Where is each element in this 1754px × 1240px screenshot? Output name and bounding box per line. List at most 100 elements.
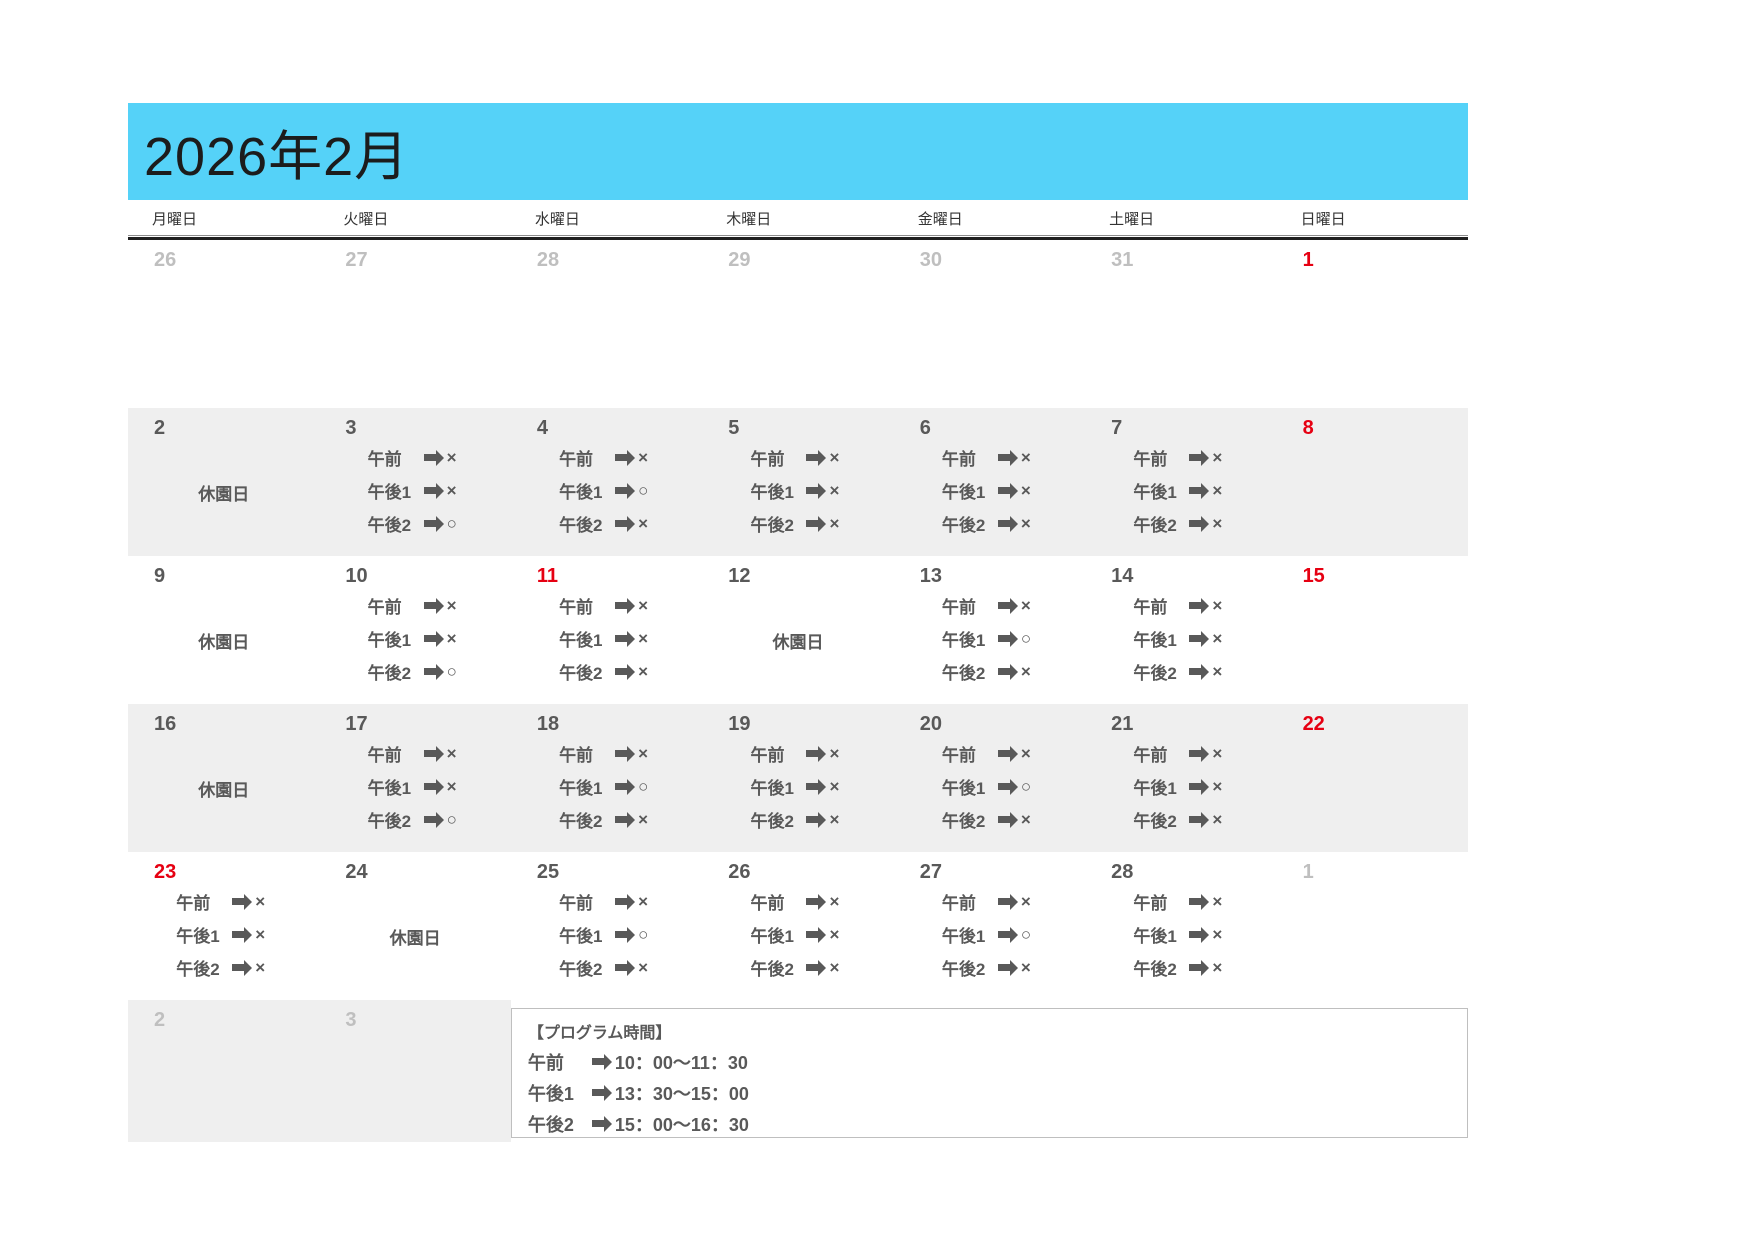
program-label: 午後1 [941, 483, 986, 502]
program-mark: × [829, 447, 840, 467]
program-label: 午後2 [559, 812, 603, 831]
program-line: 午後1 × [750, 918, 845, 951]
closed-day-label: 休園日 [198, 780, 250, 800]
program-mark: ○ [638, 776, 649, 796]
date-number: 1 [1302, 861, 1314, 883]
day-cell-body [1277, 589, 1468, 691]
arrow-icon [615, 959, 636, 976]
arrow-icon [1189, 959, 1210, 976]
program-mark: × [1020, 595, 1031, 615]
program-line: 午後2 × [942, 655, 1037, 688]
arrow-icon [591, 1084, 613, 1101]
program-mark: × [1212, 480, 1223, 500]
day-cell: 10 午前 × 午後1 × 午後2 ○ [319, 556, 510, 704]
program-mark: × [446, 480, 457, 500]
program-label: 午後2 [559, 960, 603, 979]
program-line: 午前 × [368, 737, 463, 770]
day-cell-body: 午前 × 午後1 ○ 午後2 × [511, 441, 702, 543]
day-cell-body: 午前 × 午後1 ○ 午後2 × [894, 737, 1085, 839]
legend-title: 【プログラム時間】 [527, 1025, 672, 1042]
program-label: 午前 [941, 894, 976, 913]
day-cell: 15 [1277, 556, 1468, 704]
date-number: 3 [345, 1009, 357, 1031]
date-number: 1 [1302, 249, 1314, 271]
program-line: 午後2 × [942, 951, 1037, 984]
program-line: 午後1 ○ [942, 622, 1037, 655]
day-cell-body: 午前 × 午後1 × 午後2 × [702, 441, 893, 543]
date-number: 2 [154, 1009, 166, 1031]
arrow-icon [615, 745, 636, 762]
arrow-icon [997, 449, 1019, 466]
day-cell-body: 午前 × 午後1 × 午後2 × [1085, 441, 1276, 543]
arrow-icon [423, 449, 445, 466]
day-cell: 26 午前 × 午後1 × 午後2 × [702, 852, 893, 1000]
program-label: 午前 [1133, 450, 1168, 469]
program-line: 午後1 ○ [559, 770, 654, 803]
day-cell-body [1277, 737, 1468, 839]
program-line: 午後1 × [1133, 622, 1228, 655]
arrow-icon [1189, 482, 1210, 499]
program-mark: × [1020, 480, 1031, 500]
program-mark: × [829, 513, 840, 533]
program-label: 午前 [750, 746, 785, 765]
day-cell: 3 午前 × 午後1 × 午後2 ○ [319, 408, 510, 556]
program-mark: × [255, 891, 266, 911]
day-cell: 31 [1085, 240, 1276, 408]
program-mark: × [1020, 513, 1031, 533]
day-cell: 27 [319, 240, 510, 408]
program-mark: × [446, 628, 457, 648]
arrow-icon [615, 663, 636, 680]
arrow-icon [423, 745, 445, 762]
program-mark: × [829, 957, 840, 977]
program-line: 午後2 × [1133, 655, 1228, 688]
program-mark: × [255, 957, 266, 977]
program-mark: × [446, 776, 457, 796]
program-line: 午後1 × [1133, 918, 1228, 951]
day-cell-body [319, 273, 510, 375]
program-line: 午後1 × [942, 474, 1037, 507]
program-mark: × [1212, 743, 1223, 763]
program-line: 午前 × [368, 589, 463, 622]
program-mark: × [638, 628, 648, 648]
program-label: 午後1 [750, 483, 794, 502]
week-row: 2 3 【プログラム時間】 午前 10：00～11：30 午後1 13：30 [128, 1000, 1468, 1142]
program-label: 午後1 [176, 927, 220, 946]
arrow-icon [806, 449, 827, 466]
program-label: 午後2 [1133, 664, 1177, 683]
day-cell-body: 午前 × 午後1 × 午後2 ○ [319, 589, 510, 691]
arrow-icon [1189, 811, 1210, 828]
day-cell: 12 休園日 [702, 556, 893, 704]
day-cell: 7 午前 × 午後1 × 午後2 × [1085, 408, 1276, 556]
date-number: 13 [919, 565, 942, 587]
day-cell: 30 [894, 240, 1085, 408]
program-line: 午後1 × [368, 474, 463, 507]
date-number: 26 [154, 249, 177, 271]
program-label: 午後1 [367, 483, 412, 502]
arrow-icon [615, 630, 636, 647]
arrow-icon [1189, 630, 1210, 647]
program-line: 午前 × [176, 885, 271, 918]
day-cell-body: 休園日 [319, 885, 510, 987]
date-number: 30 [919, 249, 942, 271]
calendar-title: 2026年2月 [144, 127, 410, 187]
day-cell: 1 [1277, 240, 1468, 408]
program-line: 午前 × [942, 589, 1037, 622]
program-line: 午後2 × [1133, 951, 1228, 984]
program-line: 午前 × [942, 885, 1037, 918]
program-mark: ○ [638, 924, 649, 944]
date-number: 7 [1111, 417, 1123, 439]
program-mark: × [1212, 809, 1223, 829]
legend-label: 午前 [527, 1052, 564, 1073]
program-mark: × [638, 809, 648, 829]
program-mark: × [1020, 891, 1031, 911]
day-cell: 16 休園日 [128, 704, 319, 852]
day-cell-body: 休園日 [702, 589, 893, 691]
day-cell: 29 [702, 240, 893, 408]
day-cell-body [702, 273, 893, 375]
day-cell: 4 午前 × 午後1 ○ 午後2 × [511, 408, 702, 556]
program-mark: ○ [638, 480, 649, 500]
date-number: 4 [536, 417, 548, 439]
program-mark: × [1212, 661, 1223, 681]
program-line: 午前 × [1133, 589, 1228, 622]
program-line: 午前 × [559, 737, 654, 770]
